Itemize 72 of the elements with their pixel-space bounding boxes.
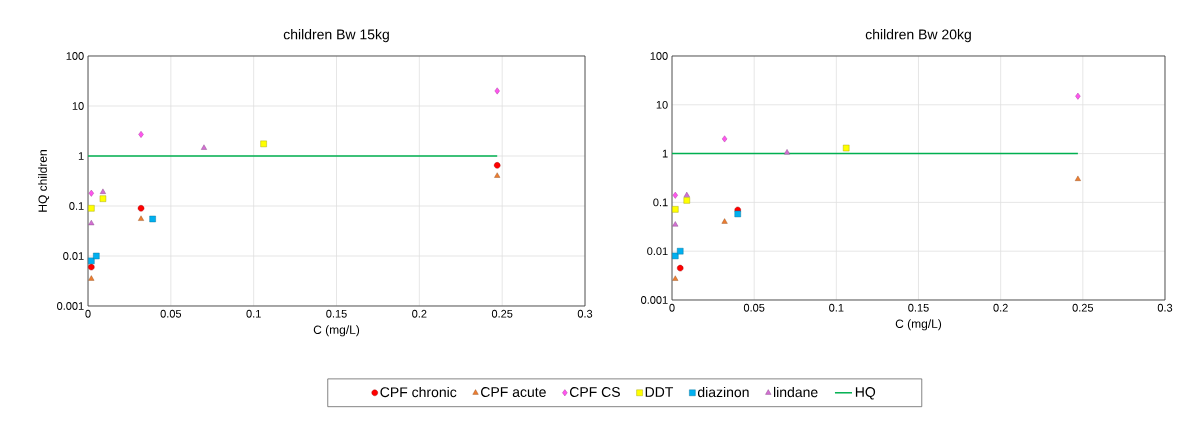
point xyxy=(672,252,679,260)
point xyxy=(88,219,95,226)
y-axis-title: HQ children xyxy=(38,150,50,212)
x-tick-label: 0.3 xyxy=(1157,303,1173,312)
x-tick-label: 0.25 xyxy=(1072,303,1094,312)
y-tick-label: 0.1 xyxy=(69,202,84,210)
y-tick-label: 1 xyxy=(78,152,84,160)
legend-label: CPF acute xyxy=(481,387,546,397)
point xyxy=(672,221,679,227)
chart-title: children Bw 15kg xyxy=(283,29,389,43)
chart-title: children Bw 20kg xyxy=(865,29,971,43)
y-tick-label: 10 xyxy=(656,100,668,109)
point xyxy=(672,191,678,199)
point xyxy=(672,206,679,213)
x-tick-label: 0.3 xyxy=(577,309,593,318)
point xyxy=(88,263,95,271)
point xyxy=(494,87,500,95)
point xyxy=(88,189,94,197)
point xyxy=(88,205,95,212)
point xyxy=(88,257,95,265)
x-tick-label: 0.15 xyxy=(908,303,929,312)
point xyxy=(88,275,95,281)
point xyxy=(494,172,501,178)
point xyxy=(494,162,501,169)
y-tick-label: 0.1 xyxy=(653,198,668,207)
y-tick-label: 0.001 xyxy=(57,302,84,310)
x-tick-label: 0.15 xyxy=(326,309,347,318)
y-tick-label: 0.01 xyxy=(647,247,668,256)
point xyxy=(1074,175,1081,181)
y-tick-label: 10 xyxy=(72,102,84,110)
y-tick-label: 0.01 xyxy=(63,252,84,260)
point xyxy=(721,135,728,143)
legend-label: DDT xyxy=(645,387,674,397)
point xyxy=(784,149,791,155)
point xyxy=(149,215,156,223)
x-tick-label: 0 xyxy=(669,303,675,312)
point xyxy=(677,264,684,272)
point xyxy=(734,210,741,218)
x-tick-label: 0 xyxy=(85,309,91,318)
y-tick-label: 100 xyxy=(650,52,668,60)
x-tick-label: 0.2 xyxy=(412,309,427,318)
x-axis-title: C (mg/L) xyxy=(895,319,942,331)
point xyxy=(99,188,106,194)
y-tick-label: 1 xyxy=(662,149,668,158)
point xyxy=(721,218,728,224)
point xyxy=(99,195,107,202)
point xyxy=(683,191,690,198)
point xyxy=(1075,92,1081,100)
y-tick-label: 0.001 xyxy=(641,296,668,304)
legend-label: diazinon xyxy=(697,386,749,398)
point xyxy=(260,140,267,148)
point xyxy=(683,197,690,204)
legend-label: HQ xyxy=(855,387,876,400)
x-tick-label: 0.2 xyxy=(993,303,1008,312)
point xyxy=(842,144,850,152)
point xyxy=(672,275,679,281)
legend-label: lindane xyxy=(773,386,818,398)
x-tick-label: 0.05 xyxy=(743,303,765,312)
x-tick-label: 0.1 xyxy=(246,309,261,318)
point xyxy=(138,131,144,138)
point xyxy=(138,215,144,221)
point xyxy=(93,252,100,260)
x-tick-label: 0.1 xyxy=(829,303,844,312)
x-axis-title: C (mg/L) xyxy=(313,325,360,337)
point xyxy=(137,205,145,212)
x-tick-label: 0.25 xyxy=(491,309,513,318)
legend-label: CPF CS xyxy=(569,387,620,397)
x-tick-label: 0.05 xyxy=(160,309,182,318)
y-tick-label: 100 xyxy=(66,52,84,60)
legend-label: CPF chronic xyxy=(380,386,457,398)
point xyxy=(677,247,684,255)
point xyxy=(201,144,207,150)
